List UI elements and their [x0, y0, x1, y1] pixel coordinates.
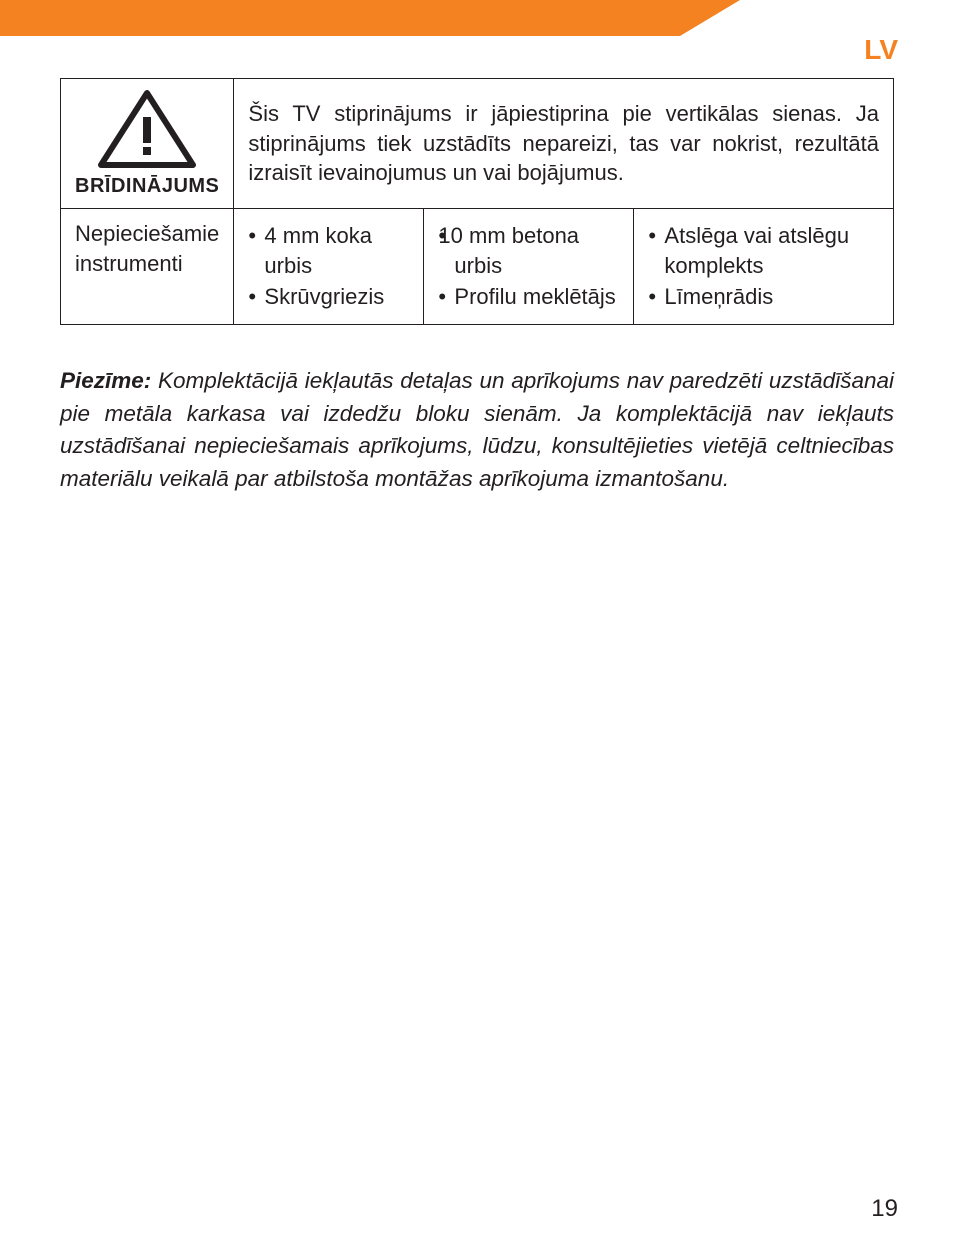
- list-item: Atslēga vai atslēgu komplekts: [648, 221, 879, 280]
- warning-triangle-icon: [97, 89, 197, 169]
- list-item: 4 mm koka urbis: [248, 221, 409, 280]
- page-content: BRĪDINĀJUMS Šis TV stiprinājums ir jāpie…: [60, 78, 894, 496]
- language-label: LV: [864, 34, 898, 66]
- list-item: Līmeņrādis: [648, 282, 879, 312]
- warning-label: BRĪDINĀJUMS: [75, 173, 219, 200]
- warning-icon-cell: BRĪDINĀJUMS: [61, 79, 234, 209]
- tools-col-2: 4 mm koka urbis Skrūvgriezis: [234, 209, 424, 325]
- tools-label-cell: Nepieciešamie instrumenti: [61, 209, 234, 325]
- tools-col-3: 10 mm betona urbis Profilu meklētājs: [424, 209, 634, 325]
- warning-text: Šis TV stiprinājums ir jāpiestiprina pie…: [234, 79, 894, 209]
- warning-row: BRĪDINĀJUMS Šis TV stiprinājums ir jāpie…: [61, 79, 894, 209]
- page-number: 19: [871, 1195, 898, 1223]
- tools-row: Nepieciešamie instrumenti 4 mm koka urbi…: [61, 209, 894, 325]
- header-accent-bar: [0, 0, 680, 36]
- note-text: Komplektācijā iekļautās detaļas un aprīk…: [60, 368, 894, 491]
- note-label: Piezīme:: [60, 368, 151, 393]
- list-item: 10 mm betona urbis: [438, 221, 619, 280]
- list-item: Profilu meklētājs: [438, 282, 619, 312]
- note-paragraph: Piezīme: Komplektācijā iekļautās detaļas…: [60, 365, 894, 496]
- warning-table: BRĪDINĀJUMS Šis TV stiprinājums ir jāpie…: [60, 78, 894, 325]
- tools-col-4: Atslēga vai atslēgu komplekts Līmeņrādis: [634, 209, 894, 325]
- list-item: Skrūvgriezis: [248, 282, 409, 312]
